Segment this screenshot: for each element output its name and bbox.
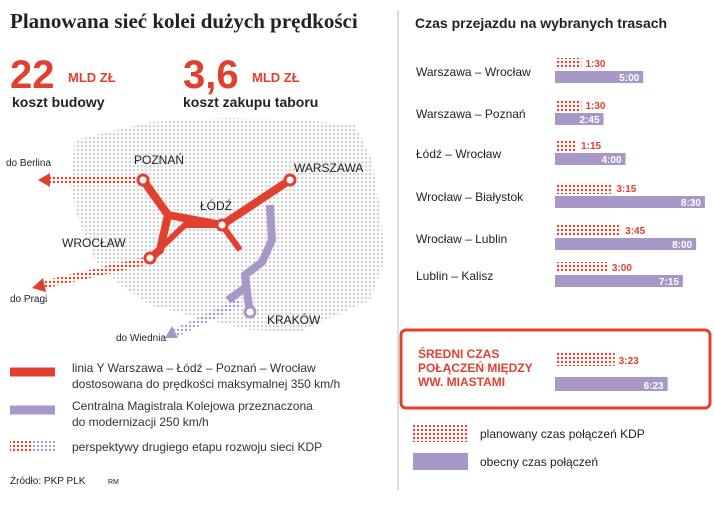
value-label: 1:30 bbox=[585, 101, 605, 112]
value-label: 8:30 bbox=[681, 198, 701, 209]
author: RM bbox=[108, 479, 119, 486]
bar bbox=[555, 377, 668, 391]
direction-label: do Pragi bbox=[10, 294, 47, 305]
value-label: 3:00 bbox=[612, 263, 632, 274]
value-label: 8:00 bbox=[672, 240, 692, 251]
title: Planowana sieć kolei dużych prędkości bbox=[10, 9, 358, 33]
city-label: WROCŁAW bbox=[62, 236, 126, 250]
value-label: 3:45 bbox=[625, 226, 645, 237]
legend-text: do modernizacji 250 km/h bbox=[72, 415, 209, 429]
legend-swatch bbox=[33, 441, 55, 453]
source: Źródło: PKP PLK bbox=[10, 474, 86, 487]
bar bbox=[555, 238, 697, 250]
stat-value: 22 bbox=[10, 53, 55, 97]
value-label: 4:00 bbox=[602, 155, 622, 166]
bar bbox=[555, 225, 622, 236]
bar bbox=[555, 58, 582, 69]
bar bbox=[555, 262, 608, 273]
legend-text: Centralna Magistrala Kolejowa przeznaczo… bbox=[72, 399, 313, 413]
direction-label: do Wiednia bbox=[116, 333, 166, 344]
legend-label: obecny czas połączeń bbox=[480, 455, 598, 469]
legend-text: linia Y Warszawa – Łódź – Poznań – Wrocł… bbox=[72, 361, 316, 375]
average-label: POŁĄCZEŃ MIĘDZY bbox=[418, 360, 533, 375]
category-label: Wrocław – Lublin bbox=[416, 232, 507, 246]
average-label: ŚREDNI CZAS bbox=[418, 346, 499, 361]
bar bbox=[555, 140, 578, 151]
category-label: Warszawa – Wrocław bbox=[416, 65, 531, 79]
stat-label: koszt budowy bbox=[12, 94, 105, 110]
legend-swatch bbox=[413, 453, 468, 470]
category-label: Lublin – Kalisz bbox=[416, 269, 493, 283]
value-label: 6:23 bbox=[644, 381, 664, 392]
bar bbox=[555, 100, 582, 111]
bar bbox=[555, 113, 604, 125]
stat-label: koszt zakupu taboru bbox=[183, 94, 318, 110]
category-label: Warszawa – Poznań bbox=[416, 107, 526, 121]
bar bbox=[555, 275, 683, 287]
city-label: POZNAŃ bbox=[134, 152, 184, 167]
value-label: 1:30 bbox=[585, 59, 605, 70]
city-label: KRAKÓW bbox=[267, 312, 321, 327]
bar bbox=[555, 153, 626, 165]
value-label: 1:15 bbox=[581, 141, 601, 152]
stat-value: 3,6 bbox=[183, 53, 239, 97]
value-label: 5:00 bbox=[619, 73, 639, 84]
value-label: 3:23 bbox=[619, 356, 639, 367]
bar bbox=[555, 183, 613, 194]
value-label: 3:15 bbox=[616, 184, 636, 195]
legend-swatch bbox=[10, 441, 32, 453]
stat-unit: MLD ZŁ bbox=[68, 70, 116, 85]
category-label: Wrocław – Białystok bbox=[416, 190, 524, 204]
bar bbox=[555, 196, 705, 208]
legend-text: dostosowana do prędkości maksymalnej 350… bbox=[72, 377, 340, 391]
city-label: ŁÓDŹ bbox=[200, 198, 232, 213]
average-label: WW. MIASTAMI bbox=[418, 375, 505, 389]
category-label: Łódź – Wrocław bbox=[416, 147, 501, 161]
chart-title: Czas przejazdu na wybranych trasach bbox=[415, 15, 667, 31]
bar bbox=[555, 352, 615, 366]
value-label: 7:15 bbox=[659, 277, 679, 288]
legend-text: perspektywy drugiego etapu rozwoju sieci… bbox=[72, 440, 322, 454]
stat-unit: MLD ZŁ bbox=[252, 70, 300, 85]
average-box bbox=[399, 328, 712, 410]
city-label: WARSZAWA bbox=[294, 161, 363, 175]
legend-swatch bbox=[413, 425, 468, 442]
value-label: 2:45 bbox=[579, 115, 599, 126]
legend-label: planowany czas połączeń KDP bbox=[480, 427, 645, 441]
bar bbox=[555, 71, 644, 83]
map bbox=[32, 118, 385, 338]
direction-label: do Berlina bbox=[6, 158, 51, 169]
